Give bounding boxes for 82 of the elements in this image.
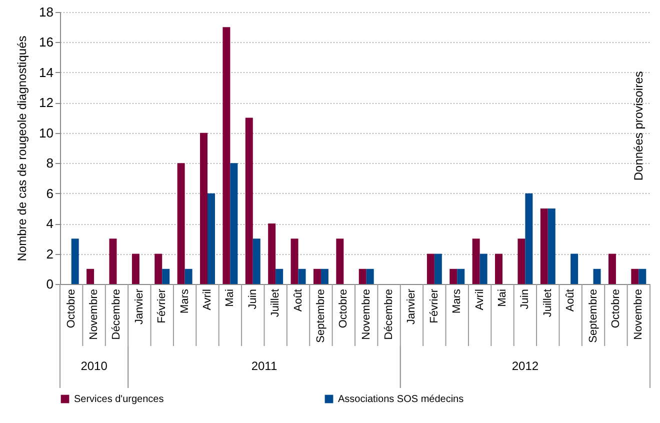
bar [290,238,298,284]
x-tick-label: Janvier [406,288,418,324]
bar [638,268,646,284]
y-tick-label: 18 [39,4,54,20]
legend-label: Services d'urgences [74,394,164,405]
bar [336,238,344,284]
text: 2011 [251,359,278,373]
bar [222,27,230,284]
bar [298,268,306,284]
bar [245,118,253,284]
x-tick-label: Septembre [587,289,600,343]
bar [480,254,488,284]
bar [608,254,616,284]
x-tick-label: Mars [178,288,191,314]
annotation: Données provisoires [632,71,646,181]
x-tick-label: Décembre [110,289,123,340]
bar [434,254,442,284]
x-tick-label: Octobre [338,289,350,328]
x-tick-label: Février [156,288,168,324]
x-tick-label: Novembre [360,289,372,340]
x-tick-label: Juillet [270,289,282,318]
y-axis-title: Nombre de cas de rougeole diagnostiqués [15,36,30,262]
bar [518,238,526,284]
text: 2010 [80,359,108,373]
bar [177,163,185,284]
bar [184,268,192,284]
text: 2012 [512,359,539,373]
bar [457,268,465,284]
x-tick-label: Mars [451,288,464,314]
bar [230,163,238,284]
x-tick-label: Avril [474,289,486,310]
y-tick-label: 2 [46,246,54,262]
y-tick-label: 4 [46,216,54,232]
bar [86,268,94,284]
x-tick-label: Novembre [88,289,100,340]
bar [366,268,374,284]
x-tick-label: Août [292,289,304,312]
bar [426,254,434,284]
y-tick-label: 8 [46,156,54,171]
bar [71,238,79,284]
bar [540,208,548,284]
legend-label: Associations SOS médecins [338,394,464,405]
x-tick-label: Janvier [133,288,146,324]
bar [252,238,260,284]
y-tick-label: 10 [39,125,54,140]
x-tick-label: Mai [224,289,236,307]
y-tick-label: 12 [39,95,54,110]
x-tick-label: Novembre [632,289,645,340]
bar [495,254,502,284]
bar [320,268,328,284]
x-tick-label: Octobre [65,289,78,328]
bar [109,238,117,284]
bar [208,193,215,284]
y-tick-label: 0 [46,276,54,292]
x-tick-label: Décembre [383,289,396,340]
bar [200,132,208,284]
y-tick-label: 14 [39,64,54,80]
bar [162,268,170,284]
x-tick-label: Avril [202,289,214,310]
bar [276,268,284,284]
y-tick-label: 6 [46,186,54,201]
x-tick-label: Juin [246,289,259,310]
bar [472,238,480,284]
x-tick-label: Septembre [314,289,327,343]
bar [525,193,533,284]
x-tick-label: Mai [496,289,508,307]
bar [358,268,366,284]
bar [450,268,458,284]
bar [631,268,639,284]
x-tick-label: Octobre [610,289,622,328]
bar [268,224,276,284]
y-tick-label: 16 [39,34,54,50]
bar [154,254,162,284]
x-tick-label: Juin [519,289,532,310]
x-tick-label: Février [428,288,440,324]
bar [548,208,556,284]
bar [313,268,321,284]
x-tick-label: Août [564,289,577,312]
bar [132,254,140,284]
x-tick-label: Juillet [542,289,554,318]
bar [570,254,578,284]
bar [593,268,601,284]
